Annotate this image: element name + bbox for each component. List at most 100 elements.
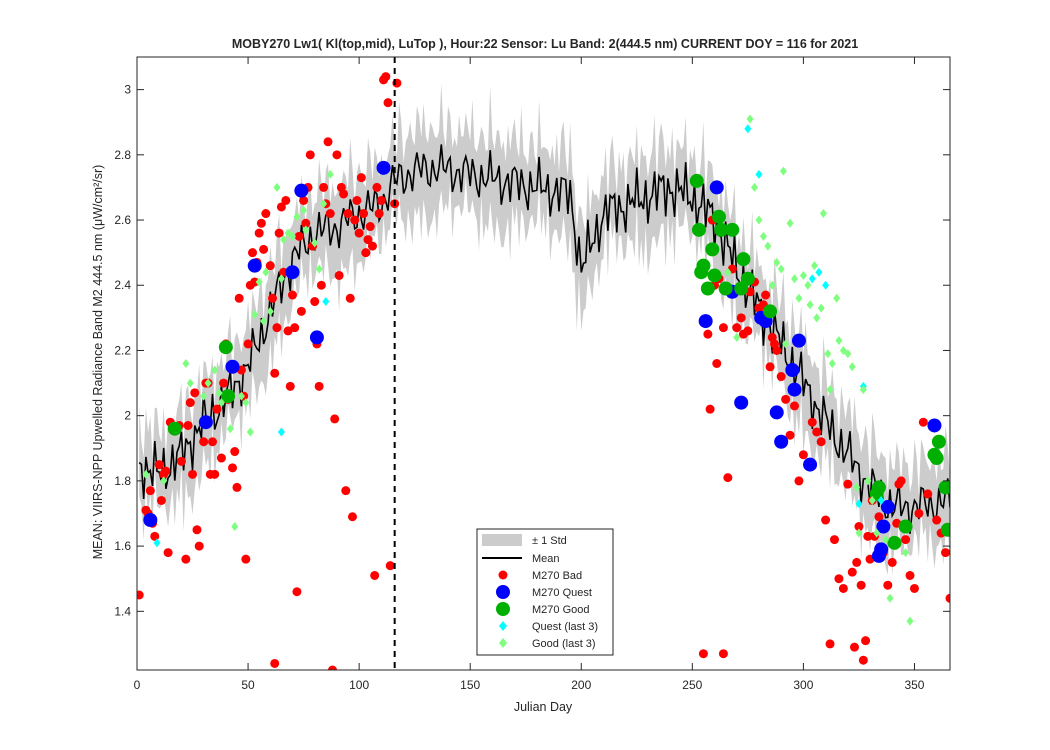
bad-point	[825, 639, 835, 649]
bad-point	[287, 290, 297, 300]
good3-point	[311, 238, 319, 248]
bad-point	[332, 150, 342, 160]
good3-point	[848, 362, 856, 372]
bad-point	[323, 137, 333, 147]
quest3-point	[808, 274, 816, 284]
legend-quest3-swatch	[499, 621, 507, 631]
quest-point	[309, 330, 324, 345]
quest3-point	[755, 169, 763, 179]
quest3-point	[277, 427, 285, 437]
bad-point	[316, 280, 326, 290]
legend-mean-label: Mean	[532, 553, 560, 565]
bad-point	[718, 323, 728, 333]
bad-point	[772, 345, 782, 355]
bad-point	[154, 460, 164, 470]
bad-point	[325, 209, 335, 219]
legend-good-swatch	[496, 602, 510, 616]
bad-point	[327, 665, 337, 670]
good-point	[931, 434, 946, 449]
bad-point	[838, 583, 848, 593]
bad-point	[254, 228, 264, 238]
good3-point	[813, 313, 821, 323]
bad-point	[250, 277, 260, 287]
legend-good-label: M270 Good	[532, 604, 589, 616]
good3-point	[217, 398, 225, 408]
good3-point	[211, 365, 219, 375]
quest3-point	[815, 267, 823, 277]
bad-point	[230, 447, 240, 457]
good3-point	[768, 280, 776, 290]
y-tick-label: 1.6	[114, 539, 131, 553]
good-point	[705, 242, 720, 257]
bad-point	[834, 574, 844, 584]
bad-point	[883, 580, 893, 590]
quest-point	[880, 499, 895, 514]
bad-point	[256, 218, 266, 228]
plot-frame	[136, 56, 951, 671]
bad-point	[376, 195, 386, 205]
bad-point	[861, 636, 871, 646]
quest-point	[247, 258, 262, 273]
good3-point	[804, 280, 812, 290]
bad-point	[732, 323, 742, 333]
good3-point	[902, 548, 910, 558]
legend-quest-label: M270 Quest	[532, 587, 592, 599]
x-tick-label: 200	[571, 678, 591, 692]
bad-point	[243, 339, 253, 349]
bad-point	[816, 437, 826, 447]
bad-point	[829, 535, 839, 545]
y-tick-label: 1.8	[114, 474, 131, 488]
x-tick-label: 50	[241, 678, 255, 692]
bad-point	[232, 482, 242, 492]
good3-point	[280, 235, 288, 245]
bad-point	[812, 427, 822, 437]
legend-std-label: ± 1 Std	[532, 535, 567, 547]
bad-point	[367, 241, 377, 251]
good3-point	[226, 424, 234, 434]
bad-point	[923, 489, 933, 499]
bad-point	[781, 394, 791, 404]
quest-point	[769, 405, 784, 420]
bad-point	[363, 235, 373, 245]
good3-point	[255, 277, 263, 287]
y-tick-label: 3	[124, 83, 131, 97]
good3-point	[819, 209, 827, 219]
bad-point	[761, 290, 771, 300]
bad-point	[270, 368, 280, 378]
good3-point	[288, 231, 296, 241]
bad-point	[212, 404, 222, 414]
bad-point	[383, 98, 393, 108]
legend-std-swatch	[482, 534, 522, 546]
good-point	[740, 271, 755, 286]
bad-point	[736, 313, 746, 323]
quest-point	[774, 434, 789, 449]
bad-point	[183, 420, 193, 430]
series-2	[167, 173, 950, 550]
legend-quest3-label: Quest (last 3)	[532, 621, 598, 633]
bad-point	[194, 541, 204, 551]
quest-point	[294, 183, 309, 198]
good3-point	[273, 182, 281, 192]
good3-point	[186, 378, 194, 388]
std-band	[139, 83, 950, 577]
bad-point	[352, 195, 362, 205]
y-axis-label: MEAN: VIIRS-NPP Upwelled Radiance Band M…	[91, 165, 105, 560]
std-band-area	[139, 83, 950, 577]
good-point	[763, 304, 778, 319]
bad-point	[228, 463, 238, 473]
bad-point	[283, 326, 293, 336]
bad-point	[909, 583, 919, 593]
x-axis: 0 50 100 150 200 250 300 350	[134, 57, 925, 692]
good3-point	[300, 205, 308, 215]
bad-point	[319, 182, 329, 192]
good-point	[887, 535, 902, 550]
good3-point	[320, 199, 328, 209]
quest-point	[803, 457, 818, 472]
bad-point	[356, 173, 366, 183]
good3-point	[791, 274, 799, 284]
good3-point	[824, 349, 832, 359]
quest-point	[198, 415, 213, 430]
legend-bad-swatch	[498, 570, 508, 580]
good3-point	[293, 212, 301, 222]
quest-point	[787, 382, 802, 397]
